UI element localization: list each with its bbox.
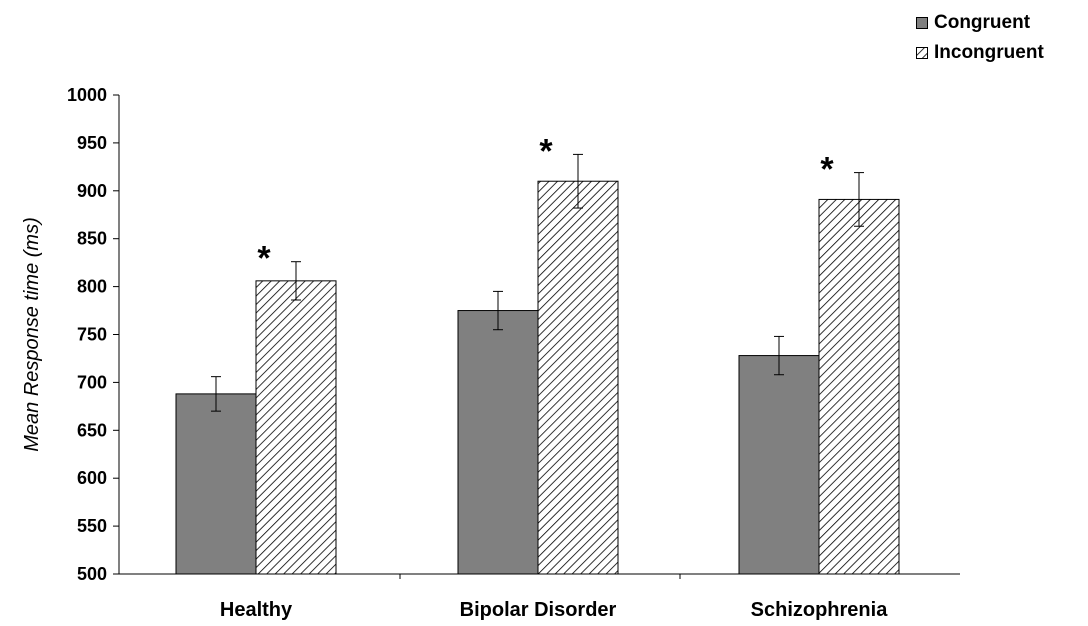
- x-tick-label-1: Bipolar Disorder: [460, 599, 617, 621]
- legend: Congruent Incongruent: [916, 8, 1044, 68]
- legend-swatch-congruent: [916, 17, 928, 29]
- y-tick-label-550: 550: [77, 516, 107, 536]
- y-tick-label-950: 950: [77, 133, 107, 153]
- bar-congruent-0: [175, 393, 257, 575]
- y-tick-label-750: 750: [77, 325, 107, 345]
- y-tick-label-850: 850: [77, 229, 107, 249]
- x-tick-label-0: Healthy: [220, 599, 293, 621]
- y-tick-label-1000: 1000: [67, 85, 107, 105]
- y-tick-label-700: 700: [77, 372, 107, 392]
- y-axis-label: Mean Response time (ms): [21, 217, 43, 452]
- bar-incongruent-1: [537, 180, 619, 575]
- bar-incongruent-2: [818, 198, 900, 575]
- plot-area: 500 550 600 650 700 750 800 850 900 950 1000 * Healt…: [21, 85, 960, 621]
- x-tick-label-2: Schizophrenia: [751, 599, 889, 621]
- significance-marker-2: *: [820, 151, 834, 189]
- legend-item-congruent: Congruent: [916, 8, 1044, 38]
- legend-item-incongruent: Incongruent: [916, 38, 1044, 68]
- bar-incongruent-0: [255, 280, 337, 575]
- y-tick-label-800: 800: [77, 277, 107, 297]
- significance-marker-1: *: [539, 132, 553, 170]
- legend-swatch-incongruent: [916, 47, 928, 59]
- y-tick-label-900: 900: [77, 181, 107, 201]
- y-tick-label-600: 600: [77, 468, 107, 488]
- significance-marker-0: *: [257, 240, 271, 278]
- legend-label-congruent: Congruent: [934, 12, 1031, 33]
- bar-congruent-1: [457, 310, 539, 575]
- bar-congruent-2: [738, 355, 820, 575]
- y-tick-label-500: 500: [77, 564, 107, 584]
- y-tick-label-650: 650: [77, 420, 107, 440]
- legend-label-incongruent: Incongruent: [934, 42, 1044, 63]
